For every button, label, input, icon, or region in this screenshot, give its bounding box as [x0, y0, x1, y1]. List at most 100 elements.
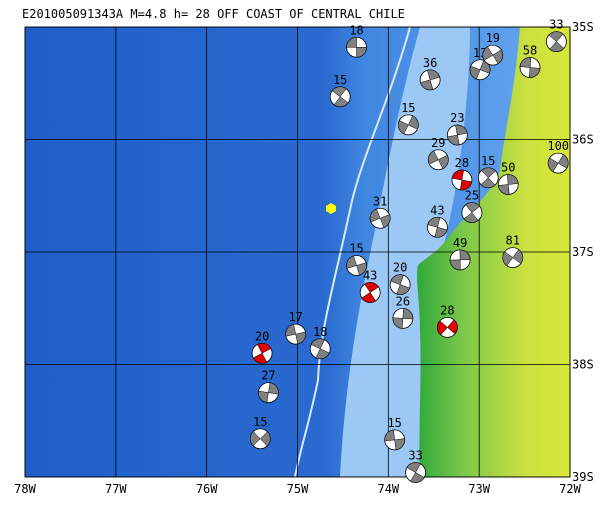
compression-quadrant	[449, 249, 471, 271]
beachball: 81	[502, 234, 524, 269]
beachball: 29	[427, 136, 449, 171]
beachball: 28	[436, 303, 458, 338]
depth-label: 28	[440, 303, 454, 317]
depth-label: 17	[288, 310, 302, 324]
beachball: 15	[477, 154, 499, 189]
lon-label: 73W	[468, 482, 490, 496]
lon-label: 78W	[14, 482, 36, 496]
beachball: 23	[446, 111, 468, 146]
compression-quadrant	[519, 57, 541, 78]
compression-quadrant	[447, 124, 468, 146]
depth-label: 36	[423, 56, 437, 70]
depth-label: 15	[253, 415, 267, 429]
compression-quadrant	[451, 169, 473, 191]
depth-label: 31	[373, 194, 387, 208]
lon-label: 76W	[196, 482, 218, 496]
depth-label: 20	[255, 329, 269, 343]
beachball: 33	[405, 449, 426, 483]
graticule	[24, 26, 571, 478]
beachball: 43	[426, 203, 448, 238]
lon-label: 77W	[105, 482, 127, 496]
compression-quadrant	[406, 462, 425, 483]
compression-quadrant	[428, 150, 449, 169]
beachball: 58	[519, 44, 541, 78]
compression-quadrant	[331, 86, 349, 107]
depth-label: 28	[455, 156, 469, 170]
axis-labels: 78W 77W 76W 75W 74W 73W 72W 35S 36S 37S 38S 39S	[14, 20, 594, 496]
compression-quadrant	[346, 36, 367, 58]
lon-label: 74W	[377, 482, 399, 496]
beachball: 28	[451, 156, 473, 191]
depth-label: 33	[549, 18, 563, 32]
lat-label: 39S	[572, 470, 594, 484]
compression-quadrant	[420, 69, 441, 91]
compression-quadrant	[384, 429, 405, 451]
title: E201005091343A M=4.8 h= 28 OFF COAST OF …	[22, 7, 405, 21]
beachball: 31	[369, 194, 391, 229]
beachball: 15	[346, 242, 367, 276]
compression-quadrant	[469, 60, 491, 80]
depth-label: 18	[349, 23, 363, 37]
beachball: 19	[482, 31, 504, 66]
depth-label: 18	[313, 325, 327, 339]
depth-label: 27	[261, 369, 275, 383]
depth-label: 100	[547, 139, 569, 153]
compression-quadrant	[548, 31, 565, 52]
compression-quadrant	[398, 115, 419, 135]
compression-quadrant	[437, 319, 458, 336]
beachball: 36	[419, 56, 441, 91]
lat-label: 37S	[572, 245, 594, 259]
beachball: 15	[249, 415, 271, 450]
compression-quadrant	[502, 249, 523, 267]
lon-label: 72W	[559, 482, 581, 496]
beachball: 33	[545, 18, 567, 53]
depth-label: 33	[408, 449, 422, 463]
compression-quadrant	[498, 174, 519, 195]
beachball: 50	[497, 161, 519, 195]
beachball: 20	[389, 261, 411, 296]
compression-quadrant	[427, 217, 448, 238]
beachball: 18	[309, 325, 331, 360]
depth-label: 50	[501, 161, 515, 175]
depth-label: 15	[401, 101, 415, 115]
beachball: 17	[285, 310, 307, 345]
depth-label: 29	[431, 136, 445, 150]
depth-label: 81	[506, 234, 520, 248]
lat-label: 35S	[572, 20, 594, 34]
compression-quadrant	[480, 167, 496, 188]
beachball: 43	[359, 269, 381, 303]
depth-label: 25	[465, 189, 479, 203]
depth-label: 19	[486, 31, 500, 45]
depth-label: 26	[396, 294, 410, 308]
compression-quadrant	[390, 274, 410, 295]
beachball: 27	[258, 369, 279, 404]
lon-label: 75W	[287, 482, 309, 496]
compression-quadrant	[547, 154, 569, 173]
compression-quadrant	[361, 282, 379, 303]
compression-quadrant	[285, 324, 306, 345]
depth-label: 49	[453, 236, 467, 250]
depth-label: 15	[349, 242, 363, 256]
depth-label: 43	[430, 203, 444, 217]
beachball: 15	[329, 73, 351, 108]
lat-label: 38S	[572, 358, 594, 372]
beachball: 100	[547, 139, 569, 174]
depth-label: 15	[481, 154, 495, 168]
compression-quadrant	[346, 255, 367, 276]
compression-quadrant	[252, 343, 272, 364]
beachball: 15	[384, 416, 406, 451]
depth-label: 15	[387, 416, 401, 430]
compression-quadrant	[482, 46, 504, 64]
epicenter	[326, 203, 336, 214]
compression-quadrant	[463, 202, 481, 223]
beachball: 49	[449, 236, 471, 271]
compression-quadrant	[250, 431, 271, 447]
beachball: 25	[461, 189, 483, 224]
beachball: 15	[397, 101, 419, 136]
beachball: 20	[251, 329, 273, 364]
beachball: 26	[392, 294, 414, 329]
compression-quadrant	[392, 308, 414, 329]
compression-quadrant	[369, 208, 391, 228]
